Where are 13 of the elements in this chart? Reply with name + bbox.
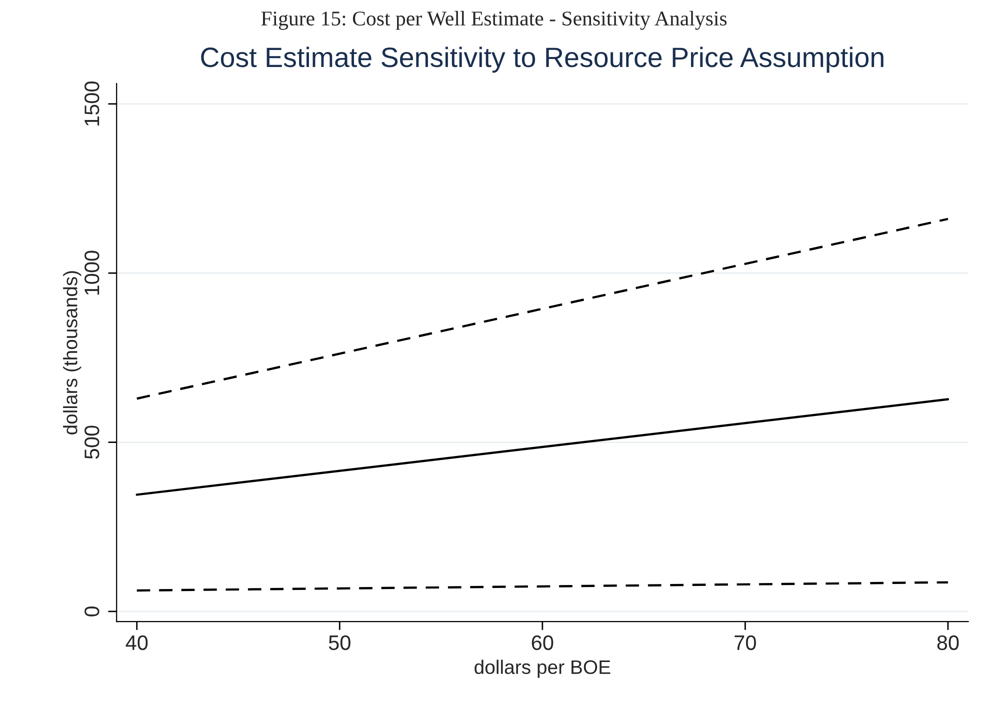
x-tick-label: 70	[734, 635, 756, 650]
x-tick-label: 50	[328, 635, 350, 650]
y-axis-title: dollars (thousands)	[63, 271, 82, 434]
x-tick-label: 60	[532, 635, 554, 650]
x-tick-label: 80	[937, 635, 959, 650]
y-tick-label: 1500	[84, 82, 100, 126]
x-tick-label: 40	[126, 635, 148, 650]
y-tick-label: 0	[84, 606, 100, 616]
x-axis-title: dollars per BOE	[474, 660, 610, 678]
chart-title: Cost Estimate Sensitivity to Resource Price Assumption	[201, 46, 884, 73]
y-tick-label: 1000	[84, 250, 100, 295]
y-tick-label: 500	[84, 426, 100, 459]
caption: Figure 15: Cost per Well Estimate - Sensitivity Analysis	[261, 10, 727, 30]
